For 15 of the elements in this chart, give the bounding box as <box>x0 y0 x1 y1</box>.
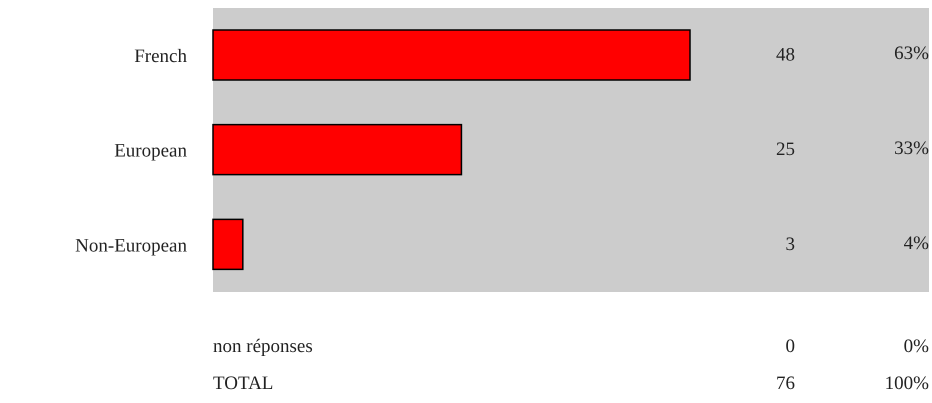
text: 100% <box>884 373 929 395</box>
y-tick-label: European <box>114 140 188 162</box>
text: 63% <box>894 43 929 66</box>
text: 0% <box>904 336 929 358</box>
text: 76 <box>776 373 795 395</box>
text: non réponses <box>213 336 313 358</box>
text: 33% <box>894 138 929 160</box>
y-tick-label: Non-European <box>75 235 188 256</box>
text: TOTAL <box>213 373 274 395</box>
data-label: 3 <box>786 234 795 255</box>
text: 4% <box>904 232 929 255</box>
text: 0 <box>786 336 795 358</box>
y-tick-label: French <box>134 46 188 68</box>
data-label: 25 <box>776 139 795 160</box>
data-label: 48 <box>776 44 795 66</box>
